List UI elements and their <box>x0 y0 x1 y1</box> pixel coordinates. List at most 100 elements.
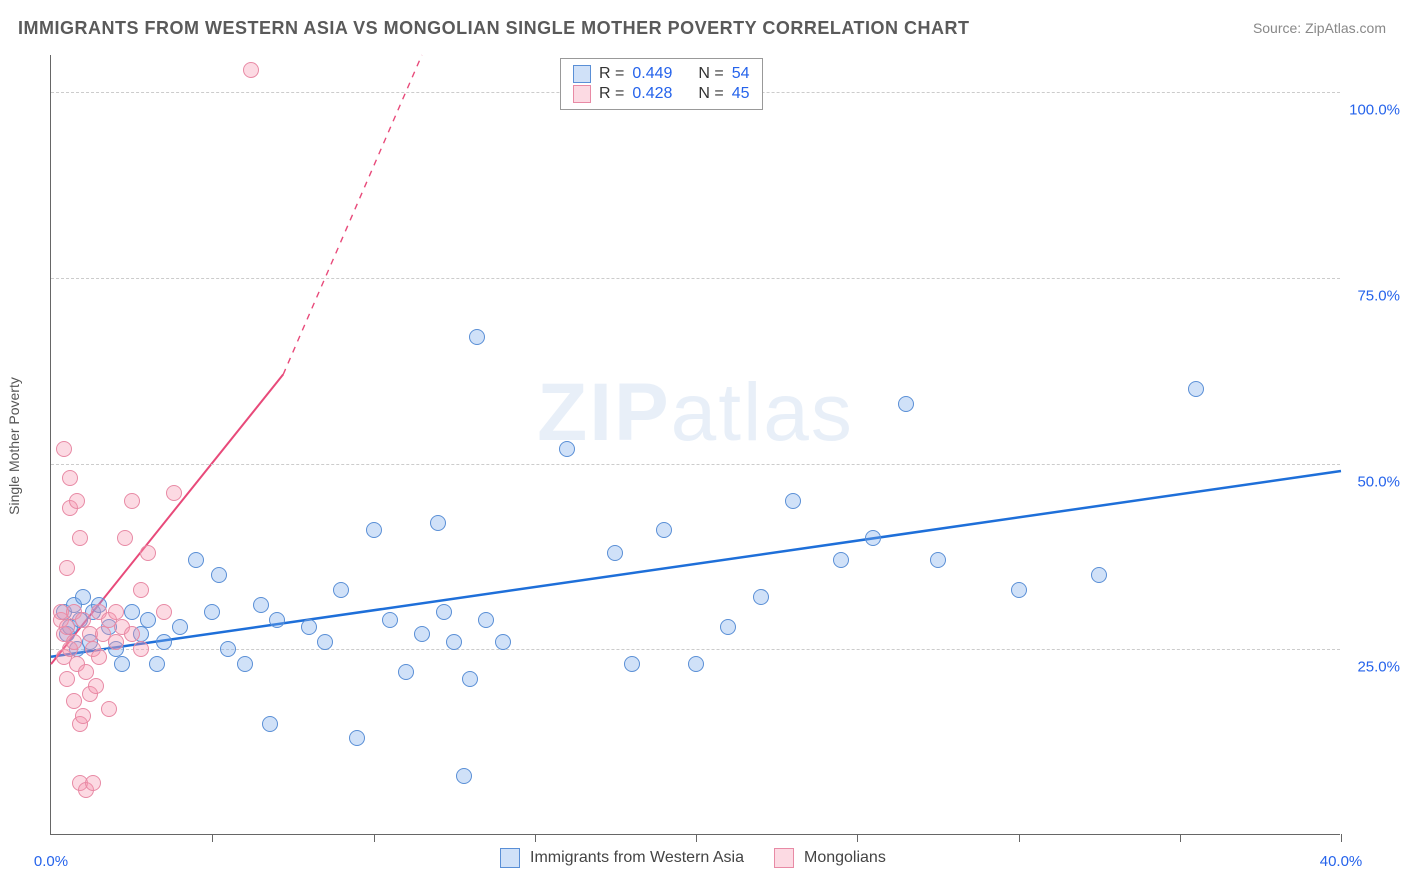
regression-lines <box>51 55 1340 834</box>
point-mongolian <box>140 545 156 561</box>
legend-r-label: R = <box>599 85 624 103</box>
legend-series-label: Immigrants from Western Asia <box>530 849 744 867</box>
point-western-asia <box>688 656 704 672</box>
legend-series-label: Mongolians <box>804 849 886 867</box>
point-mongolian <box>66 634 82 650</box>
point-western-asia <box>172 619 188 635</box>
point-western-asia <box>398 664 414 680</box>
gridline-h <box>51 649 1340 650</box>
legend-swatch <box>573 85 591 103</box>
point-western-asia <box>462 671 478 687</box>
point-mongolian <box>243 62 259 78</box>
point-western-asia <box>898 396 914 412</box>
chart-title: IMMIGRANTS FROM WESTERN ASIA VS MONGOLIA… <box>18 18 970 39</box>
x-tick <box>1019 834 1020 842</box>
legend-series: Immigrants from Western Asia Mongolians <box>500 848 906 868</box>
legend-row: R =0.449N =54 <box>573 65 750 83</box>
point-western-asia <box>495 634 511 650</box>
point-mongolian <box>91 649 107 665</box>
point-western-asia <box>366 522 382 538</box>
point-western-asia <box>114 656 130 672</box>
correlation-chart: IMMIGRANTS FROM WESTERN ASIA VS MONGOLIA… <box>0 0 1406 892</box>
point-western-asia <box>720 619 736 635</box>
point-western-asia <box>414 626 430 642</box>
x-tick <box>374 834 375 842</box>
point-western-asia <box>446 634 462 650</box>
x-tick-label: 40.0% <box>1320 853 1363 870</box>
regression-line <box>51 471 1341 657</box>
point-western-asia <box>1011 582 1027 598</box>
point-mongolian <box>101 701 117 717</box>
watermark: ZIPatlas <box>537 366 854 460</box>
point-mongolian <box>108 634 124 650</box>
point-mongolian <box>59 619 75 635</box>
point-western-asia <box>75 589 91 605</box>
point-western-asia <box>349 730 365 746</box>
point-mongolian <box>156 604 172 620</box>
point-mongolian <box>59 560 75 576</box>
point-mongolian <box>85 775 101 791</box>
point-western-asia <box>262 716 278 732</box>
point-western-asia <box>624 656 640 672</box>
point-western-asia <box>559 441 575 457</box>
legend-swatch <box>774 848 794 868</box>
point-western-asia <box>436 604 452 620</box>
legend-n-value: 45 <box>732 85 750 103</box>
point-western-asia <box>607 545 623 561</box>
point-mongolian <box>72 530 88 546</box>
point-mongolian <box>75 708 91 724</box>
point-western-asia <box>656 522 672 538</box>
point-mongolian <box>124 493 140 509</box>
point-western-asia <box>430 515 446 531</box>
point-mongolian <box>69 493 85 509</box>
plot-area: ZIPatlas 25.0%50.0%75.0%100.0%0.0%40.0% <box>50 55 1340 835</box>
point-western-asia <box>220 641 236 657</box>
point-mongolian <box>59 671 75 687</box>
point-mongolian <box>124 626 140 642</box>
legend-n-label: N = <box>698 85 723 103</box>
point-western-asia <box>211 567 227 583</box>
point-western-asia <box>785 493 801 509</box>
point-western-asia <box>478 612 494 628</box>
x-tick <box>857 834 858 842</box>
x-tick <box>1341 834 1342 842</box>
point-western-asia <box>269 612 285 628</box>
legend-n-label: N = <box>698 65 723 83</box>
point-mongolian <box>117 530 133 546</box>
point-western-asia <box>156 634 172 650</box>
point-mongolian <box>88 678 104 694</box>
y-tick-label: 75.0% <box>1357 287 1400 304</box>
point-western-asia <box>140 612 156 628</box>
point-western-asia <box>253 597 269 613</box>
point-western-asia <box>149 656 165 672</box>
legend-n-value: 54 <box>732 65 750 83</box>
x-tick <box>1180 834 1181 842</box>
legend-row: R =0.428N =45 <box>573 85 750 103</box>
point-western-asia <box>333 582 349 598</box>
point-western-asia <box>317 634 333 650</box>
point-mongolian <box>133 641 149 657</box>
point-western-asia <box>1091 567 1107 583</box>
x-tick <box>696 834 697 842</box>
legend-swatch <box>500 848 520 868</box>
point-western-asia <box>301 619 317 635</box>
x-tick-label: 0.0% <box>34 853 68 870</box>
point-mongolian <box>66 693 82 709</box>
point-mongolian <box>62 470 78 486</box>
point-western-asia <box>833 552 849 568</box>
point-western-asia <box>930 552 946 568</box>
legend-swatch <box>573 65 591 83</box>
point-mongolian <box>166 485 182 501</box>
point-western-asia <box>865 530 881 546</box>
point-mongolian <box>56 441 72 457</box>
y-tick-label: 25.0% <box>1357 659 1400 676</box>
point-western-asia <box>382 612 398 628</box>
point-western-asia <box>237 656 253 672</box>
point-western-asia <box>124 604 140 620</box>
point-western-asia <box>456 768 472 784</box>
y-axis-label: Single Mother Poverty <box>6 377 22 515</box>
y-tick-label: 100.0% <box>1349 102 1400 119</box>
point-western-asia <box>188 552 204 568</box>
source-label: Source: ZipAtlas.com <box>1253 20 1386 36</box>
y-tick-label: 50.0% <box>1357 473 1400 490</box>
